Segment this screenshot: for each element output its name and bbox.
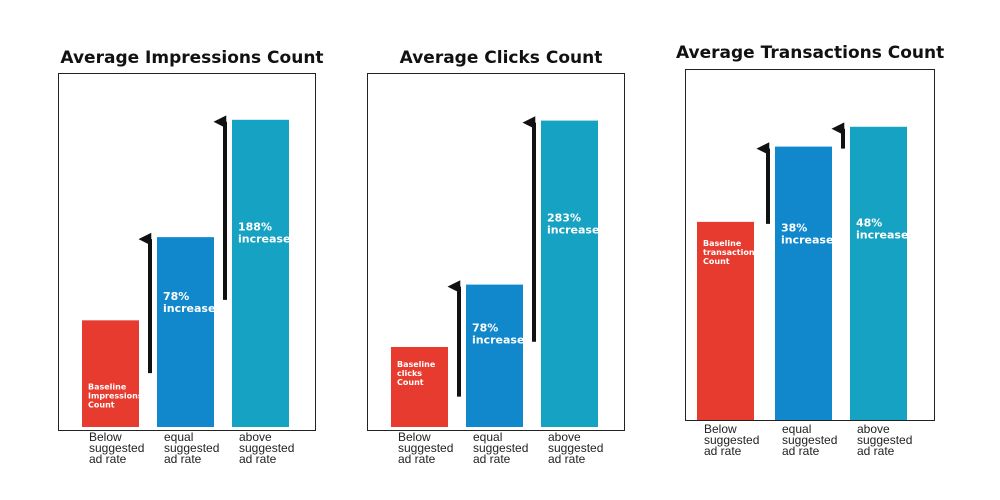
clicks-chart: Baseline clicks Count Below suggested ad rate… <box>391 116 603 466</box>
category-label-3: above suggested ad rate <box>857 422 912 458</box>
chart-frame <box>58 73 316 431</box>
chart-frame <box>685 69 935 421</box>
bar-3 <box>850 126 907 421</box>
bar-3 <box>232 119 289 428</box>
category-label-2: equal suggested ad rate <box>473 430 528 466</box>
bar-2 <box>466 284 523 427</box>
category-label-1: Below suggested ad rate <box>89 430 144 466</box>
category-label-3: above suggested ad rate <box>548 430 603 466</box>
chart-title: Average Transactions Count <box>676 43 945 63</box>
clicks-chart-panel: Average Clicks Count Baseline clicks Count… <box>367 45 635 466</box>
category-label-1: Below suggested ad rate <box>398 430 453 466</box>
category-label-3: above suggested ad rate <box>239 430 294 466</box>
bar-label-2: 78% increase <box>472 322 524 347</box>
bar-1 <box>391 347 448 427</box>
bar-3 <box>541 120 598 427</box>
bar-2 <box>775 146 832 420</box>
bar-2 <box>157 237 214 427</box>
bar-1 <box>82 320 139 427</box>
bar-label-3: 48% increase <box>856 217 908 242</box>
impressions-chart-panel: Average Impressions Count Baseline Impres… <box>58 45 326 466</box>
transactions-chart: Baseline transactions Count Below suggested a… <box>697 122 912 458</box>
category-label-1: Below suggested ad rate <box>704 422 759 458</box>
category-label-2: equal suggested ad rate <box>782 422 837 458</box>
bar-label-1: Baseline Impressions Count <box>88 383 143 410</box>
chart-title: Average Clicks Count <box>399 48 603 68</box>
bar-label-3: 188% increase <box>238 220 290 245</box>
bar-label-2: 78% increase <box>163 290 215 315</box>
bar-1 <box>697 221 754 420</box>
chart-title: Average Impressions Count <box>60 48 324 68</box>
bar-label-3: 283% increase <box>547 212 599 237</box>
category-label-2: equal suggested ad rate <box>164 430 219 466</box>
impressions-chart: Baseline Impressions Count Below suggested ad… <box>82 115 294 466</box>
chart-frame <box>367 73 625 431</box>
transactions-chart-panel: Average Transactions Count Baseline trans… <box>676 41 944 465</box>
bar-label-1: Baseline transactions Count <box>703 239 760 266</box>
bar-label-1: Baseline clicks Count <box>397 360 436 387</box>
bar-label-2: 38% increase <box>781 222 833 247</box>
